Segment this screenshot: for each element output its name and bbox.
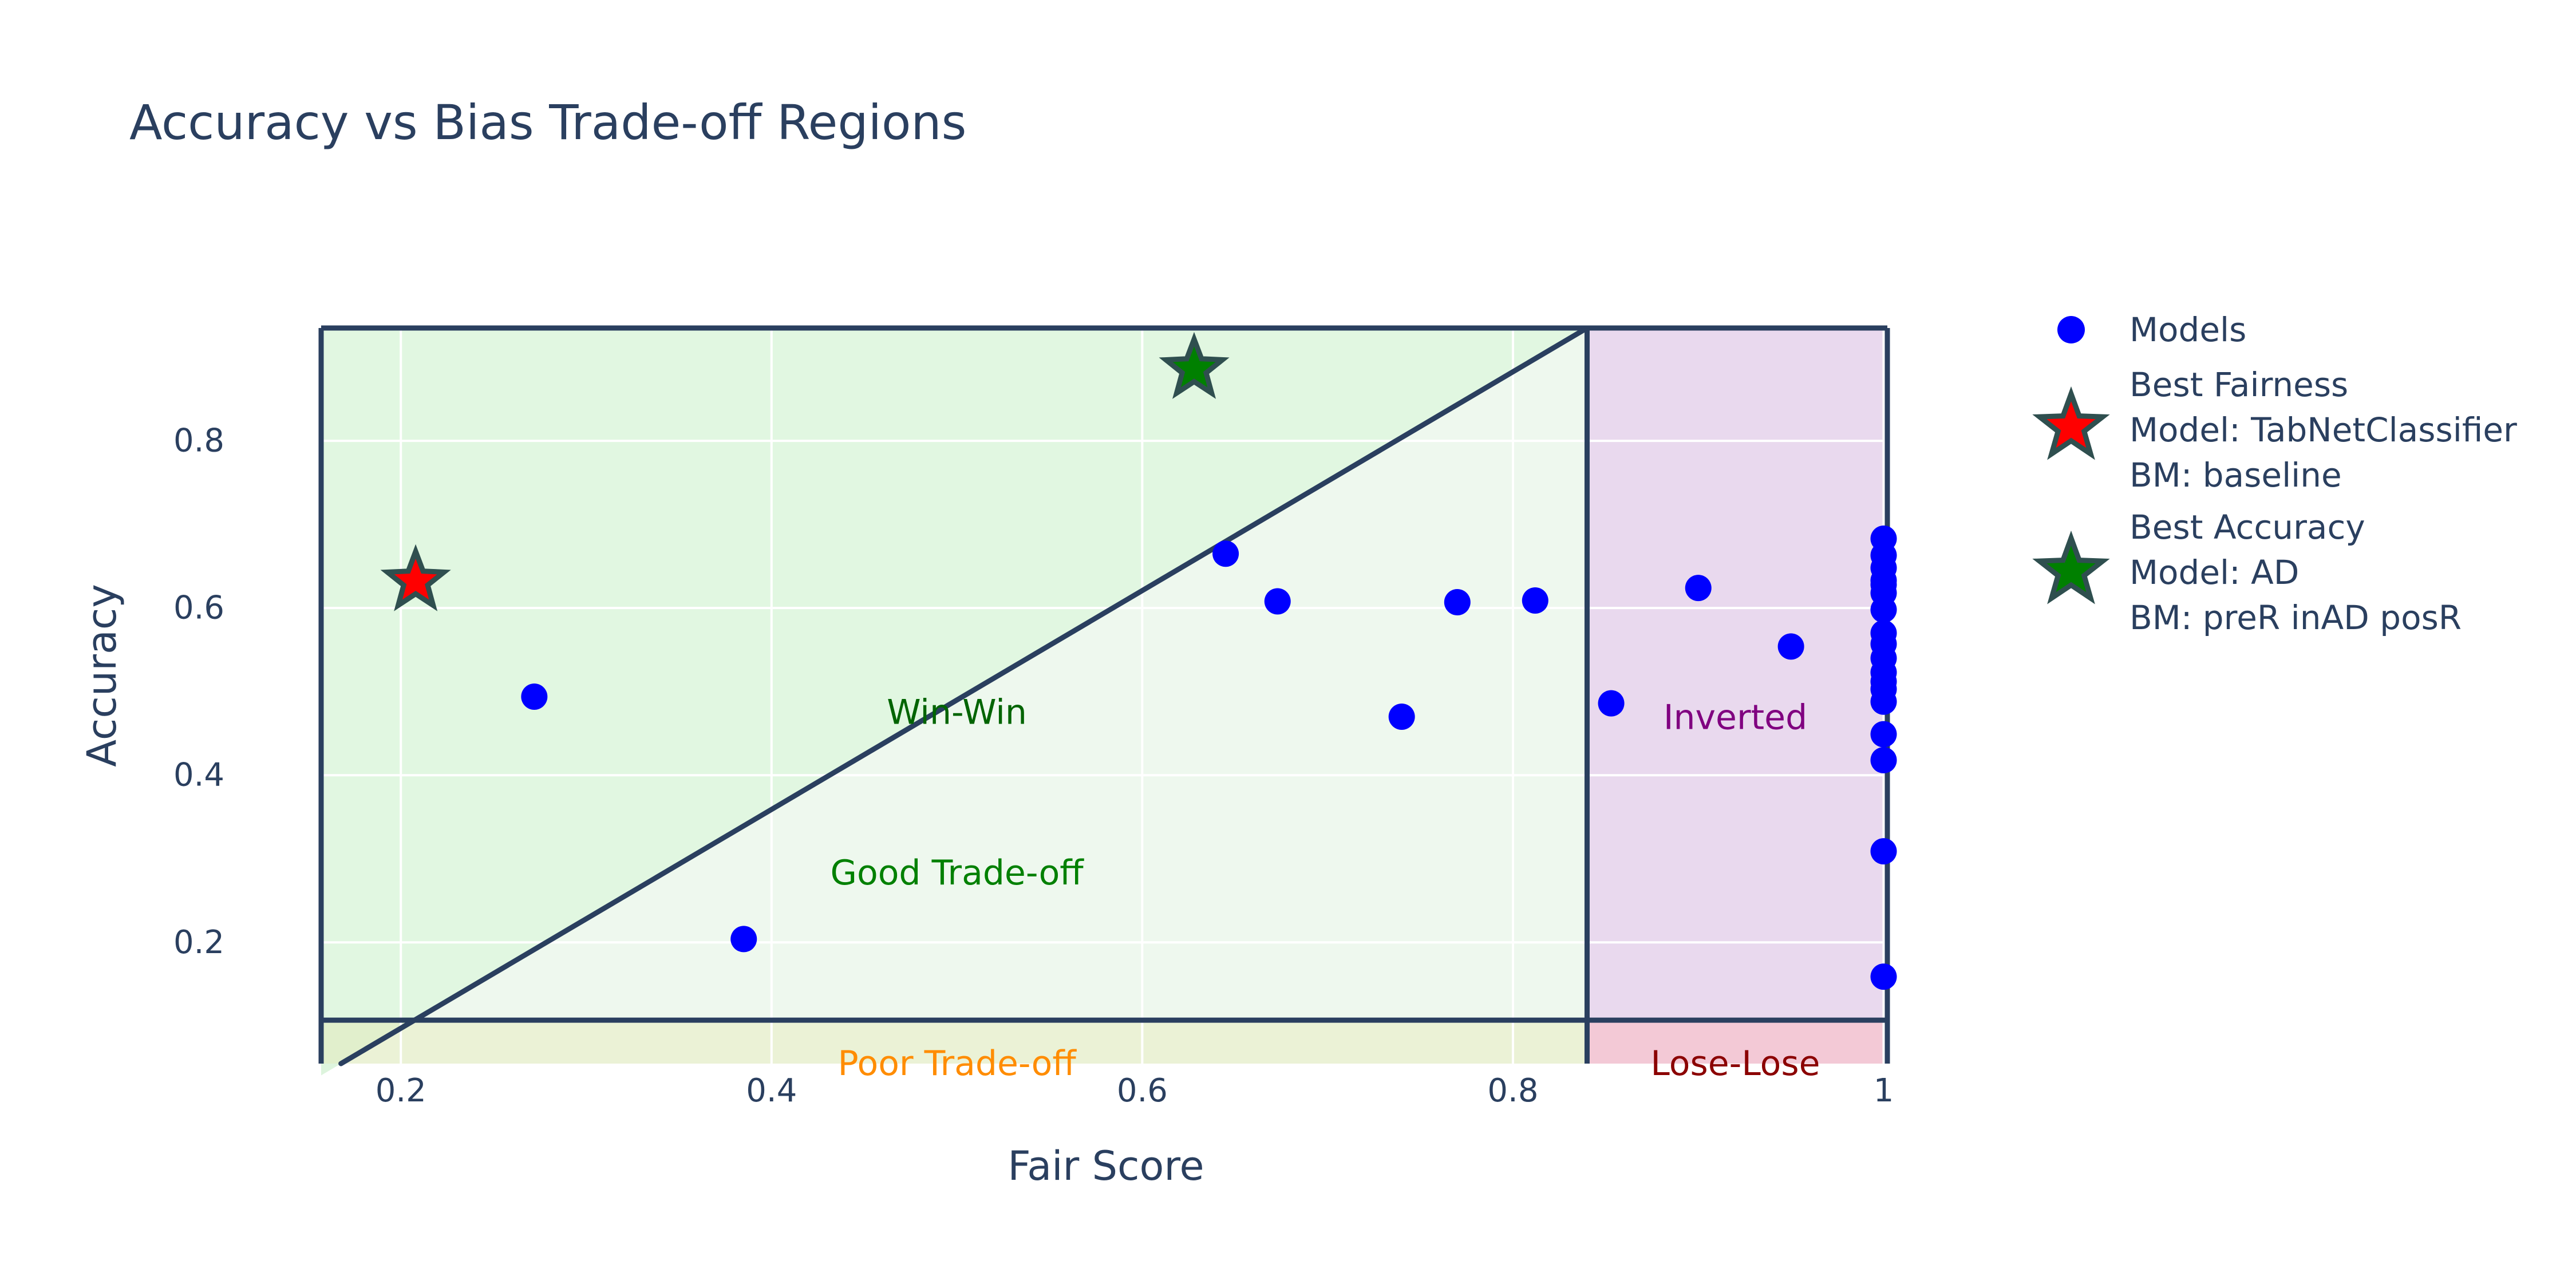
model-point [730,926,757,953]
model-point [1870,838,1897,865]
x-tick-label: 0.6 [1117,1072,1168,1109]
y-tick-label: 0.2 [173,924,224,961]
region-label-inverted: Inverted [1664,697,1807,737]
legend-best-accuracy-label: Best Accuracy [2129,508,2365,547]
region-label-good-trade-off: Good Trade-off [831,853,1085,893]
chart-title: Accuracy vs Bias Trade-off Regions [129,94,966,151]
y-tick-label: 0.4 [173,757,224,794]
model-point [1870,963,1897,990]
diagonal-boundary-line [338,325,1590,1066]
model-point [1870,688,1897,715]
region-label-poor-trade-off: Poor Trade-off [837,1044,1077,1084]
x-axis-title: Fair Score [1008,1143,1204,1190]
best-fairness-marker [380,544,451,611]
lose-lose-region [1587,1020,1887,1064]
model-point [1685,575,1712,602]
model-point [1522,587,1548,614]
y-axis-title: Accuracy [78,584,125,767]
boundary-layer [318,325,1890,1066]
model-point [1444,588,1471,615]
model-point [1777,633,1804,660]
grid-layer [321,328,1887,1064]
legend-best-fairness-label: BM: baseline [2129,456,2342,495]
region-label-win-win: Win-Win [887,693,1027,733]
poor-tradeoff-region [321,1020,1587,1064]
legend: Models Best Fairness Model: TabNetClassifi… [2032,310,2517,637]
model-point [1870,721,1897,748]
x-tick-label: 0.4 [746,1072,797,1109]
model-point [1264,588,1291,615]
y-tick-label: 0.8 [173,422,224,460]
model-point [1870,596,1897,623]
y-tick-label: 0.6 [173,590,224,627]
legend-best-accuracy-marker [2032,530,2110,605]
model-point [1598,690,1625,717]
best-accuracy-marker [1159,331,1230,399]
points-layer [380,331,1897,990]
model-point [1212,540,1239,567]
x-tick-label: 1 [1874,1072,1894,1109]
model-point [521,683,548,710]
legend-best-fairness-label: Best Fairness [2129,365,2348,404]
legend-models-marker [2057,316,2085,343]
legend-models-label: Models [2129,310,2246,349]
axes-layer: 0.2 0.4 0.6 0.8 1 0.2 0.4 0.6 0.8 [173,422,1894,1109]
inverted-region [1587,328,1887,1021]
x-tick-label: 0.8 [1487,1072,1538,1109]
region-label-lose-lose: Lose-Lose [1650,1044,1820,1084]
legend-best-accuracy-label: BM: preR inAD posR [2129,598,2462,637]
legend-best-fairness-marker [2032,386,2110,460]
x-tick-label: 0.2 [376,1072,426,1109]
legend-best-fairness-label: Model: TabNetClassifier [2129,410,2517,449]
model-point [1870,746,1897,773]
region-labels-layer: Win-Win Good Trade-off Poor Trade-off Inver… [831,693,1820,1084]
model-point [1870,571,1897,598]
legend-best-accuracy-label: Model: AD [2129,553,2299,592]
model-point [1388,704,1415,730]
